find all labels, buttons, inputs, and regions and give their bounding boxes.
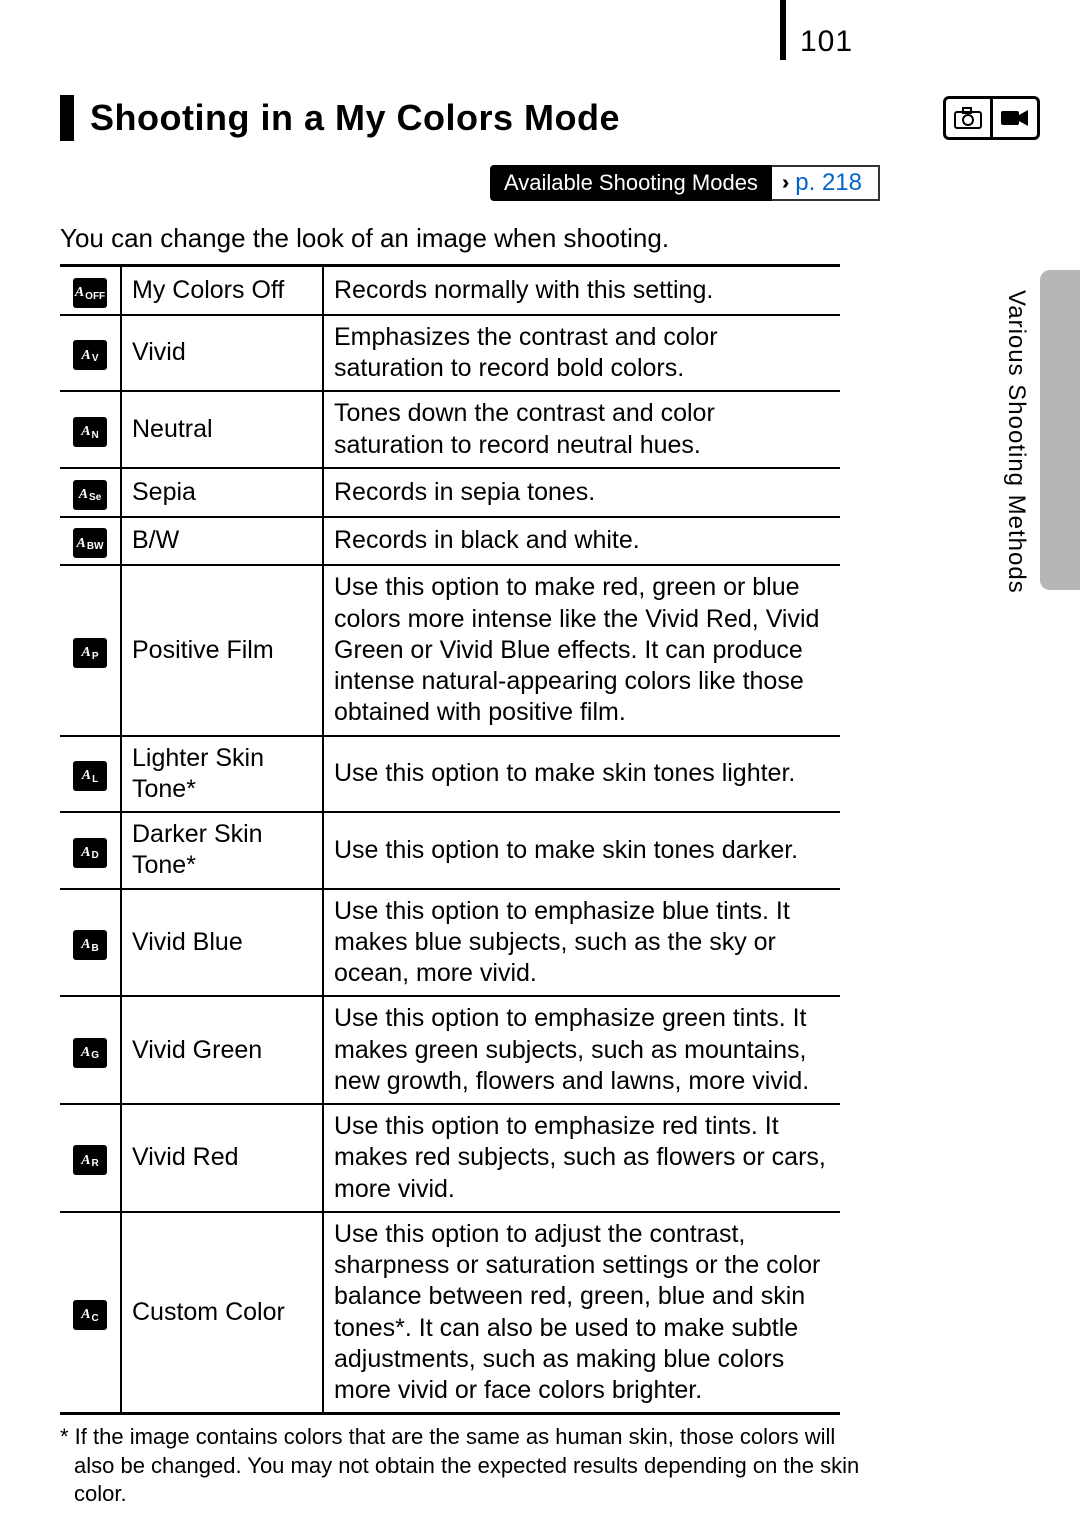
my-colors-mode-icon: AV: [73, 340, 107, 370]
mode-name: Vivid Red: [121, 1104, 323, 1212]
mode-icon-cell: AOFF: [60, 266, 121, 315]
camera-icon: [946, 99, 990, 137]
table-row: AOFF My Colors OffRecords normally with t…: [60, 266, 840, 315]
my-colors-mode-icon: AL: [73, 761, 107, 791]
table-row: ABW B/WRecords in black and white.: [60, 517, 840, 566]
shooting-modes-label: Available Shooting Modes: [490, 165, 772, 201]
title-bar: Shooting in a My Colors Mode: [60, 95, 1040, 141]
my-colors-mode-icon: ASe: [73, 480, 107, 510]
mode-description: Use this option to emphasize green tints…: [323, 996, 840, 1104]
mode-icon-cell: AN: [60, 391, 121, 468]
table-row: AG Vivid GreenUse this option to emphasiz…: [60, 996, 840, 1104]
my-colors-table-body: AOFF My Colors OffRecords normally with t…: [60, 266, 840, 1414]
shooting-modes-bar: Available Shooting Modes ›› p. 218: [60, 165, 880, 201]
mode-icon-cell: AP: [60, 565, 121, 735]
mode-description: Use this option to emphasize red tints. …: [323, 1104, 840, 1212]
mode-description: Use this option to emphasize blue tints.…: [323, 889, 840, 997]
table-row: AB Vivid BlueUse this option to emphasize…: [60, 889, 840, 997]
mode-name: Vivid Green: [121, 996, 323, 1104]
page-reference-link[interactable]: p. 218: [795, 169, 862, 197]
mode-icon-cell: AV: [60, 315, 121, 392]
my-colors-mode-icon: AG: [73, 1038, 107, 1068]
table-row: AC Custom ColorUse this option to adjust …: [60, 1212, 840, 1414]
mode-name: Neutral: [121, 391, 323, 468]
my-colors-mode-icon: ABW: [73, 528, 107, 558]
my-colors-table: AOFF My Colors OffRecords normally with t…: [60, 264, 840, 1415]
page-number-rule: [780, 0, 786, 60]
mode-description: Use this option to make skin tones light…: [323, 736, 840, 813]
my-colors-mode-icon: AR: [73, 1145, 107, 1175]
mode-icon-cell: AC: [60, 1212, 121, 1414]
mode-icon-cell: ABW: [60, 517, 121, 566]
chevron-right-icon: ››: [782, 172, 783, 195]
intro-text: You can change the look of an image when…: [60, 223, 1040, 254]
shooting-modes-ref[interactable]: ›› p. 218: [772, 165, 880, 201]
mode-icon-cell: AR: [60, 1104, 121, 1212]
mode-description: Use this option to make skin tones darke…: [323, 812, 840, 889]
table-row: AD Darker Skin Tone*Use this option to ma…: [60, 812, 840, 889]
mode-description: Records normally with this setting.: [323, 266, 840, 315]
mode-description: Tones down the contrast and color satura…: [323, 391, 840, 468]
mode-name: Darker Skin Tone*: [121, 812, 323, 889]
mode-description: Records in sepia tones.: [323, 468, 840, 517]
my-colors-mode-icon: AB: [73, 930, 107, 960]
mode-description: Records in black and white.: [323, 517, 840, 566]
table-row: ASe SepiaRecords in sepia tones.: [60, 468, 840, 517]
mode-name: Lighter Skin Tone*: [121, 736, 323, 813]
mode-description: Use this option to make red, green or bl…: [323, 565, 840, 735]
mode-icon-cell: AB: [60, 889, 121, 997]
mode-name: Custom Color: [121, 1212, 323, 1414]
mode-icon-cell: AG: [60, 996, 121, 1104]
my-colors-mode-icon: AC: [73, 1300, 107, 1330]
page-number: 101: [800, 25, 853, 59]
title-marker: [60, 95, 74, 141]
table-row: AR Vivid RedUse this option to emphasize …: [60, 1104, 840, 1212]
mode-name: Positive Film: [121, 565, 323, 735]
footnote-text: * If the image contains colors that are …: [60, 1423, 874, 1509]
section-tab: [1040, 270, 1080, 590]
my-colors-mode-icon: AD: [73, 838, 107, 868]
mode-icon-cell: AD: [60, 812, 121, 889]
mode-icon-group: [943, 96, 1040, 140]
mode-name: Vivid: [121, 315, 323, 392]
video-icon: [993, 99, 1037, 137]
table-row: AP Positive FilmUse this option to make r…: [60, 565, 840, 735]
my-colors-mode-icon: AP: [73, 638, 107, 668]
table-row: AL Lighter Skin Tone*Use this option to m…: [60, 736, 840, 813]
mode-name: Sepia: [121, 468, 323, 517]
my-colors-mode-icon: AOFF: [73, 278, 107, 308]
mode-name: My Colors Off: [121, 266, 323, 315]
mode-name: Vivid Blue: [121, 889, 323, 997]
mode-icon-cell: AL: [60, 736, 121, 813]
table-row: AN NeutralTones down the contrast and col…: [60, 391, 840, 468]
section-label: Various Shooting Methods: [1002, 290, 1030, 594]
mode-description: Use this option to adjust the contrast, …: [323, 1212, 840, 1414]
table-row: AV VividEmphasizes the contrast and color…: [60, 315, 840, 392]
page-title: Shooting in a My Colors Mode: [90, 97, 620, 139]
manual-page: 101 Various Shooting Methods Shooting in…: [0, 0, 1080, 1521]
mode-description: Emphasizes the contrast and color satura…: [323, 315, 840, 392]
mode-icon-cell: ASe: [60, 468, 121, 517]
my-colors-mode-icon: AN: [73, 417, 107, 447]
mode-name: B/W: [121, 517, 323, 566]
